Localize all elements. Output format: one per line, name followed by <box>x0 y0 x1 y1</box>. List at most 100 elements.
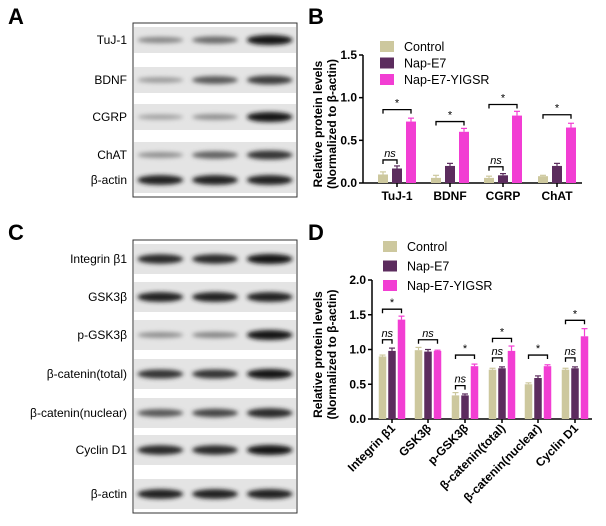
blot-band <box>246 329 293 341</box>
y-tick-label: 1.0 <box>340 91 357 105</box>
blot-row-label: β-catenin(nuclear) <box>30 406 127 420</box>
bar <box>566 127 576 183</box>
blot-row-label: p-GSK3β <box>77 328 127 342</box>
blot-band <box>192 175 238 185</box>
blot-band <box>137 77 184 83</box>
blot-band <box>246 111 293 123</box>
y-axis-title: Relative protein levels <box>311 60 325 187</box>
bar <box>378 356 387 419</box>
blot-band <box>192 76 238 84</box>
significance-label: * <box>390 297 395 309</box>
y-tick-label: 0.0 <box>349 412 366 426</box>
blot-band <box>137 175 184 185</box>
blot-band <box>137 445 184 455</box>
legend-swatch <box>380 57 394 69</box>
y-axis-title: (Normalized to β-actin) <box>325 290 339 420</box>
bar <box>484 177 494 183</box>
bar <box>470 366 479 419</box>
bar <box>561 369 570 419</box>
blot-band <box>137 254 184 264</box>
significance-bracket <box>542 114 572 119</box>
x-tick-label: BDNF <box>433 189 466 203</box>
blot-band <box>246 408 293 418</box>
blot-row-label: TuJ-1 <box>97 33 128 47</box>
significance-label: * <box>500 326 505 338</box>
bar <box>552 165 562 183</box>
panel-label-a: A <box>8 4 24 29</box>
bar <box>507 350 516 419</box>
panel-label-d: D <box>308 220 324 245</box>
legend-label: Nap-E7-YIGSR <box>404 73 489 87</box>
blot-band <box>246 175 293 185</box>
blot-row-label: Integrin β1 <box>70 252 127 266</box>
significance-label: ns <box>564 346 576 358</box>
blot-band <box>137 409 184 417</box>
y-tick-label: 0.5 <box>340 133 357 147</box>
significance-label: * <box>395 98 400 110</box>
significance-bracket <box>382 108 412 114</box>
blot-row-label: β-actin <box>91 173 127 187</box>
blot-band <box>137 489 184 499</box>
bar <box>571 368 579 419</box>
blot-band <box>246 150 293 160</box>
bar <box>461 395 469 419</box>
bar <box>406 121 416 183</box>
significance-label: ns <box>422 328 434 340</box>
legend-swatch <box>380 41 394 52</box>
significance-bracket <box>381 308 403 314</box>
bar <box>424 351 432 419</box>
blot-band <box>137 36 184 44</box>
blot-band <box>192 36 238 44</box>
blot-band <box>137 152 184 158</box>
legend-label: Control <box>407 240 447 254</box>
significance-bracket <box>382 159 398 164</box>
blot-row-label: CGRP <box>92 110 127 124</box>
y-tick-label: 1.0 <box>349 343 366 357</box>
blot-band <box>192 408 238 418</box>
significance-label: * <box>573 308 578 320</box>
bar <box>388 350 396 419</box>
blot-row-label: GSK3β <box>88 290 127 304</box>
bar <box>392 168 402 183</box>
legend-swatch <box>380 74 394 85</box>
significance-label: ns <box>381 328 393 340</box>
bar <box>431 177 441 183</box>
significance-bracket <box>564 319 586 325</box>
bar <box>451 395 460 419</box>
blot-band <box>192 292 238 302</box>
bar <box>414 350 423 419</box>
bar <box>543 366 552 419</box>
significance-bracket <box>488 166 504 171</box>
bar <box>378 174 388 183</box>
bar <box>580 336 589 419</box>
bar <box>498 175 508 183</box>
significance-bracket <box>454 354 476 360</box>
y-tick-label: 1.5 <box>340 48 357 62</box>
legend-label: Nap-E7-YIGSR <box>407 279 492 293</box>
y-tick-label: 2.0 <box>349 273 366 287</box>
significance-bracket <box>417 339 439 344</box>
blot-row-label: BDNF <box>94 73 127 87</box>
blot-band <box>137 114 184 120</box>
blot-band <box>246 75 293 85</box>
blot-band <box>246 444 293 456</box>
significance-bracket <box>491 357 503 362</box>
significance-bracket <box>381 339 393 344</box>
bar <box>498 368 506 419</box>
bar <box>433 350 442 419</box>
bar <box>445 165 455 183</box>
legend-swatch <box>383 260 397 272</box>
blot-row-label: β-catenin(total) <box>47 367 127 381</box>
bar <box>524 384 533 419</box>
legend-label: Nap-E7 <box>407 260 449 274</box>
blot-band <box>192 369 238 379</box>
blot-band <box>246 253 293 265</box>
y-axis-title: (Normalized to β-actin) <box>325 59 339 189</box>
bar <box>538 176 548 183</box>
blot-band <box>192 254 238 264</box>
bar-chart-b: 0.0 0.5 1.0 1.5 Relative protein levels (Norm… <box>311 40 582 203</box>
bar <box>534 377 542 419</box>
western-blot-c: Integrin β1 GSK3β p-GSK3β β-catenin(total) β… <box>30 239 298 514</box>
x-tick-label: ChAT <box>541 189 573 203</box>
significance-label: * <box>536 343 541 355</box>
